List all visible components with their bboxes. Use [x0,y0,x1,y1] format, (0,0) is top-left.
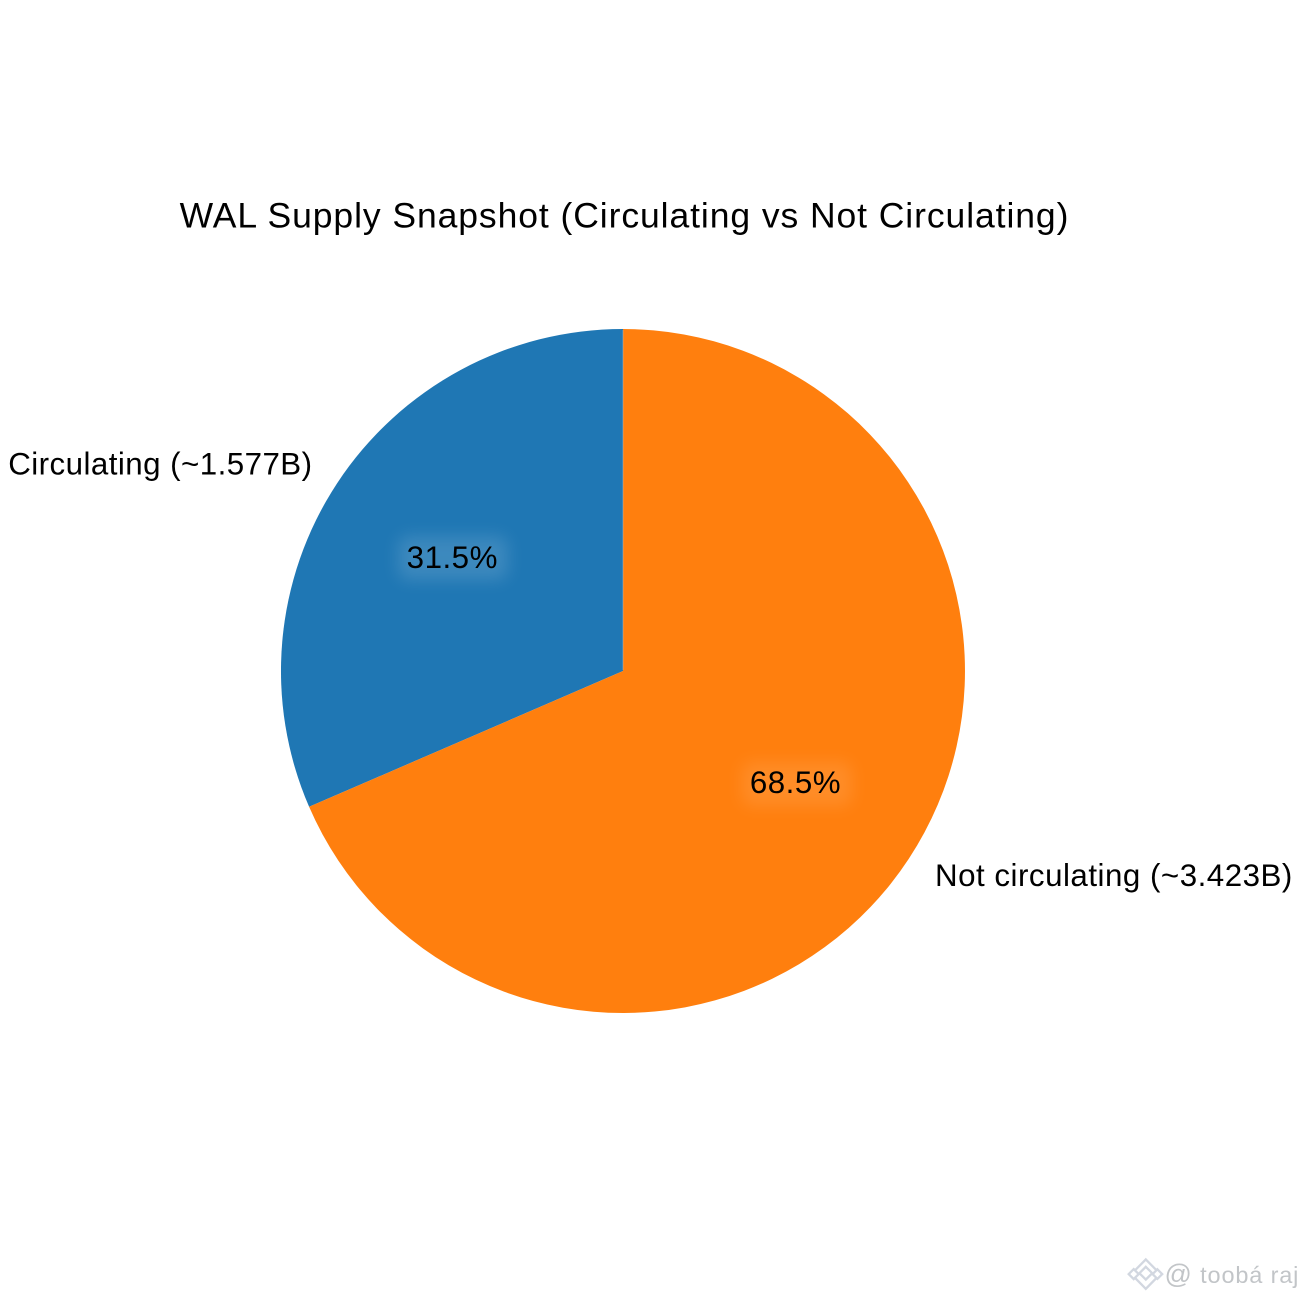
svg-text:31.5%: 31.5% [407,540,498,575]
svg-text:68.5%: 68.5% [750,765,841,800]
svg-text:Not circulating (~3.423B): Not circulating (~3.423B) [935,858,1293,893]
svg-text:Circulating (~1.577B): Circulating (~1.577B) [8,446,312,481]
svg-text:WAL Supply Snapshot (Circulati: WAL Supply Snapshot (Circulating vs Not … [180,196,1070,236]
svg-text:@ toobá raj: @ toobá raj [1165,1259,1300,1289]
